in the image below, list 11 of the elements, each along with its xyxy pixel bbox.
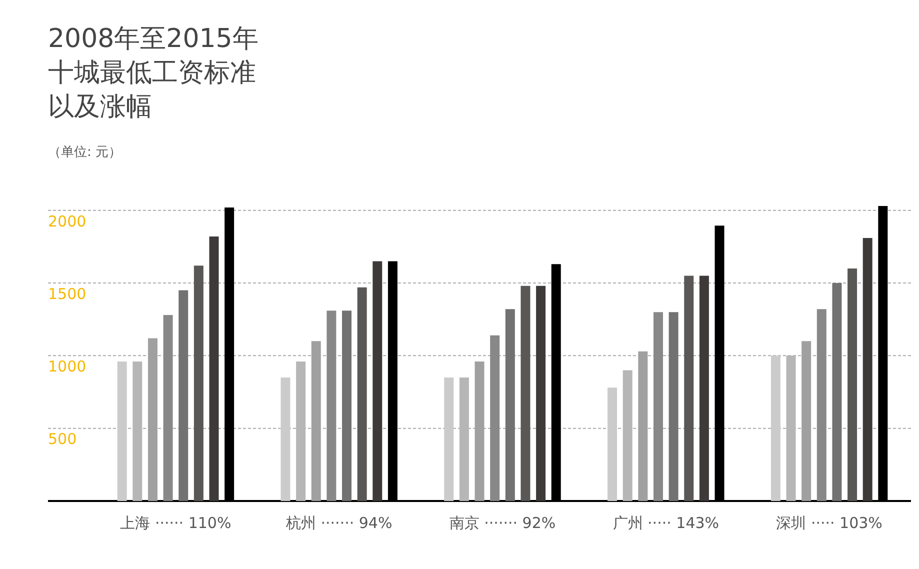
chart-title: 2008年至2015年十城最低工资标准以及涨幅: [48, 23, 260, 124]
y-tick-label: 1500: [48, 284, 86, 303]
y-tick-label: 500: [48, 430, 77, 448]
x-tick-label: 南京 ······· 92%: [449, 514, 556, 532]
x-tick-label: 杭州 ······· 94%: [284, 514, 392, 532]
x-tick-label: 上海 ······ 110%: [120, 514, 232, 532]
chart-subtitle: （单位: 元）: [48, 144, 122, 161]
y-tick-label: 1000: [48, 358, 86, 376]
x-tick-label: 广州 ····· 143%: [612, 514, 720, 532]
y-tick-label: 2000: [48, 212, 86, 230]
x-tick-label: 深圳 ····· 103%: [776, 514, 882, 532]
